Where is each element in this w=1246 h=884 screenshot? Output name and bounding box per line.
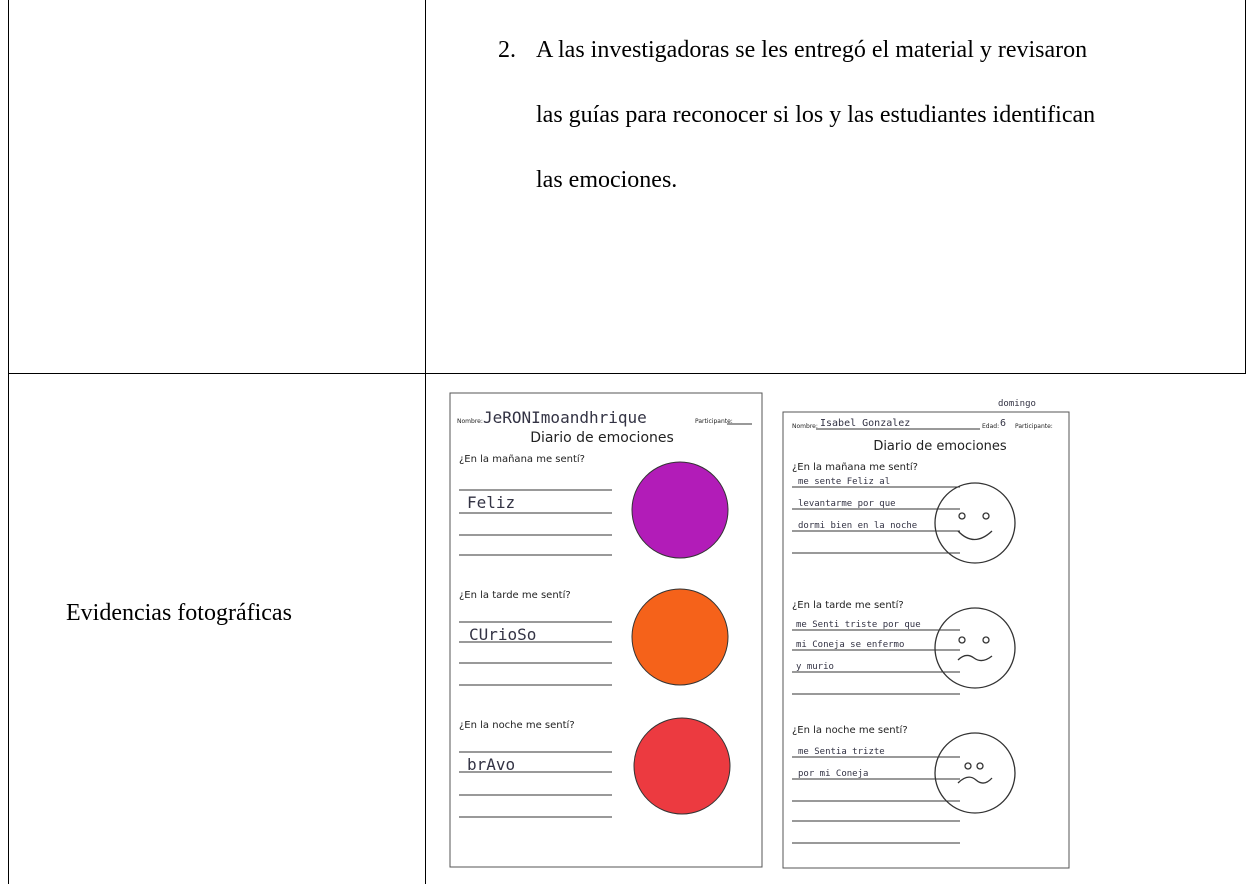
list-number: 2. <box>498 37 516 63</box>
table-border <box>425 0 426 884</box>
field-label: Participante: <box>695 418 733 425</box>
question: ¿En la mañana me sentí? <box>459 453 585 465</box>
question: ¿En la tarde me sentí? <box>792 599 904 611</box>
colored-face <box>631 461 729 559</box>
question: ¿En la noche me sentí? <box>792 724 908 736</box>
row-label: Evidencias fotográficas <box>66 600 292 626</box>
handwriting: por mi Coneja <box>798 769 868 779</box>
colored-face <box>633 717 731 815</box>
handwriting: dormi bien en la noche <box>798 521 917 531</box>
answer-lines <box>459 489 612 818</box>
question: ¿En la mañana me sentí? <box>792 461 918 473</box>
handwriting: mi Coneja se enfermo <box>796 640 904 650</box>
sad-face <box>934 732 1016 814</box>
sheet-border <box>782 411 1070 869</box>
handwriting: me Sentia trizte <box>798 747 885 757</box>
field-label: Edad: <box>982 423 999 430</box>
worksheet-photo: domingo Nombre: Isabel Gonzalez Edad: 6 … <box>780 388 1072 872</box>
handwriting: levantarme por que <box>798 499 896 509</box>
table-border <box>8 373 1246 374</box>
handwriting: me Senti triste por que <box>796 620 921 630</box>
sheet-title: Diario de emociones <box>530 430 674 446</box>
handwriting: 6 <box>1000 418 1006 429</box>
handwriting: domingo <box>998 399 1036 409</box>
handwriting: Isabel Gonzalez <box>820 418 910 429</box>
handwriting: Feliz <box>467 493 515 512</box>
handwriting: CUrioSo <box>469 625 536 644</box>
table-border <box>8 0 9 884</box>
handwriting: brAvo <box>467 755 515 774</box>
field-label: Participante: <box>1015 423 1053 430</box>
colored-face <box>631 588 729 686</box>
question: ¿En la tarde me sentí? <box>459 589 571 601</box>
sad-face <box>934 607 1016 689</box>
happy-face <box>934 482 1016 564</box>
handwriting: y murio <box>796 662 834 672</box>
field-label: Nombre: <box>792 423 818 430</box>
sheet-border <box>449 392 763 868</box>
handwriting: me sente Feliz al <box>798 477 890 487</box>
field-label: Nombre: <box>457 418 483 425</box>
question: ¿En la noche me sentí? <box>459 719 575 731</box>
handwriting: JeRONImoandhrique <box>483 408 647 427</box>
sheet-title: Diario de emociones <box>873 439 1007 454</box>
answer-lines <box>792 486 960 844</box>
worksheet-photo: Nombre: JeRONImoandhrique Participante: … <box>447 390 765 870</box>
list-text: A las investigadoras se les entregó el m… <box>536 37 1096 193</box>
